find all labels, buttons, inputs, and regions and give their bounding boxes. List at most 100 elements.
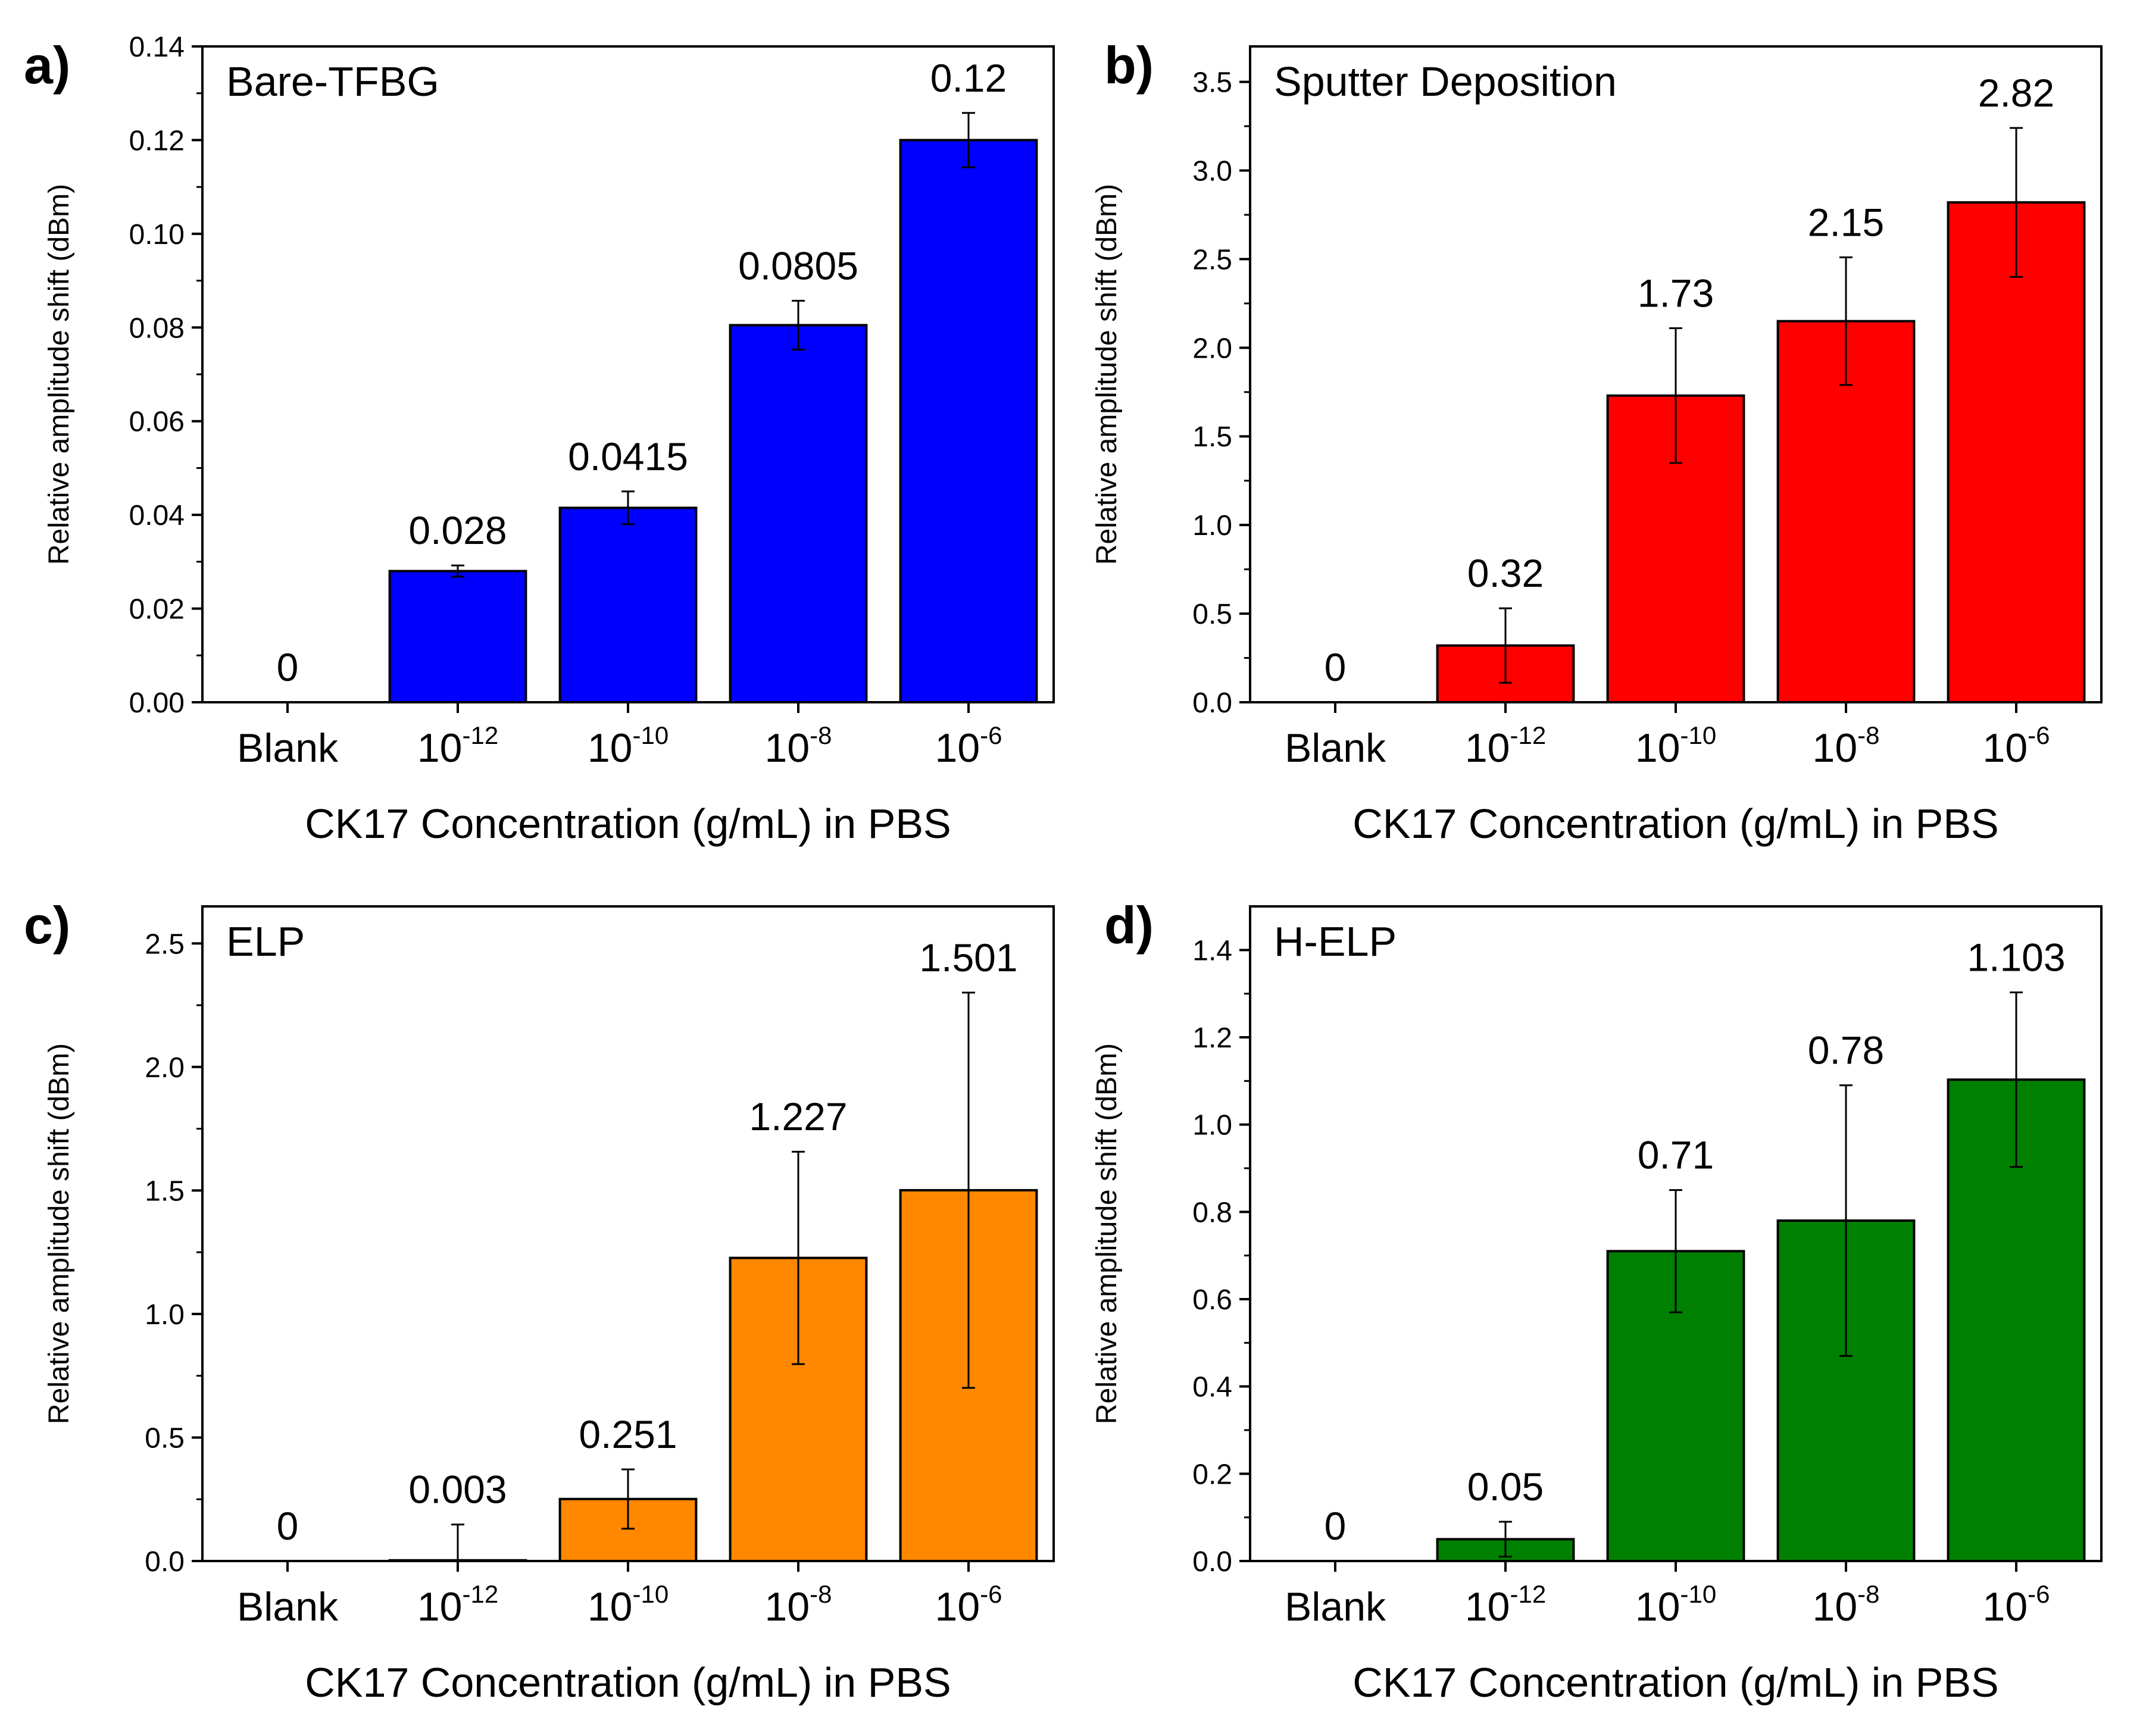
y-tick-label: 0.04	[129, 500, 185, 531]
y-tick-label: 0.06	[129, 406, 185, 438]
x-tick-exponent: -12	[1510, 721, 1546, 749]
y-tick-label: 0.00	[129, 687, 185, 719]
y-tick-label: 2.5	[145, 928, 185, 960]
x-axis-label: CK17 Concentration (g/mL) in PBS	[305, 800, 951, 847]
x-tick-label: 10-8	[1813, 1580, 1880, 1629]
y-tick-label: 0.10	[129, 219, 185, 251]
error-bar	[451, 1524, 464, 1562]
x-axis-label: CK17 Concentration (g/mL) in PBS	[1352, 800, 1999, 847]
panel-letter: a)	[24, 36, 70, 95]
data-label: 1.501	[919, 936, 1017, 980]
x-tick-label: 10-8	[765, 721, 832, 771]
y-tick-label: 0.2	[1192, 1459, 1232, 1490]
x-tick-exponent: -8	[810, 721, 832, 749]
y-axis-label: Relative amplitude shift (dBm)	[43, 1043, 75, 1424]
x-tick-base: 10	[1813, 1584, 1858, 1629]
x-tick-label: 10-10	[1635, 721, 1716, 771]
x-tick-label: 10-6	[935, 1580, 1002, 1629]
x-tick-label: Blank	[1285, 1584, 1386, 1629]
plot-frame	[201, 905, 1055, 1562]
data-label: 0.12	[930, 56, 1007, 100]
x-tick-exponent: -6	[980, 721, 1002, 749]
x-tick-base: 10	[1465, 725, 1510, 771]
plot-frame	[1249, 905, 2103, 1562]
plot-frame	[1249, 45, 2103, 703]
y-tick-label: 0.08	[129, 312, 185, 344]
x-tick-label: 10-6	[935, 721, 1002, 771]
x-tick-base: 10	[765, 1584, 810, 1629]
x-tick-base: Blank	[1285, 725, 1386, 771]
bar	[729, 324, 868, 703]
x-tick-base: 10	[1983, 1584, 2028, 1629]
x-tick-label: 10-12	[1465, 1580, 1546, 1629]
error-bar	[451, 564, 464, 578]
data-label: 0.003	[408, 1468, 507, 1512]
y-tick-label: 3.5	[1192, 67, 1232, 99]
data-label: 0.78	[1808, 1028, 1884, 1072]
x-tick-base: 10	[588, 725, 633, 771]
error-bar	[1499, 607, 1512, 684]
error-bar	[962, 991, 975, 1389]
x-tick-base: 10	[417, 1584, 463, 1629]
x-tick-label: Blank	[237, 725, 339, 771]
bar	[558, 506, 698, 703]
data-label: 0.0415	[568, 434, 688, 478]
x-tick-exponent: -10	[1680, 721, 1716, 749]
x-tick-exponent: -10	[1680, 1580, 1716, 1608]
data-label: 0	[277, 645, 299, 689]
panel-letter: d)	[1104, 896, 1154, 955]
data-label: 0	[277, 1504, 299, 1548]
x-tick-label: 10-8	[1813, 721, 1880, 771]
chart-panel-c: c)0.00.51.01.52.02.50Blank0.00310-120.25…	[24, 896, 1055, 1706]
y-axis-label: Relative amplitude shift (dBm)	[1091, 184, 1123, 565]
y-tick-label: 0.12	[129, 125, 185, 157]
x-tick-label: 10-6	[1983, 721, 2050, 771]
error-bar	[1839, 1084, 1853, 1357]
chart-title: Sputter Deposition	[1274, 58, 1617, 105]
x-tick-exponent: -8	[1857, 721, 1879, 749]
y-tick-label: 1.5	[145, 1175, 185, 1207]
error-bar	[2010, 991, 2023, 1168]
x-tick-base: Blank	[237, 725, 339, 771]
x-tick-exponent: -8	[1857, 1580, 1879, 1608]
x-tick-label: 10-12	[417, 721, 498, 771]
y-tick-label: 0.0	[1192, 1546, 1232, 1578]
error-bar	[1669, 1189, 1682, 1313]
x-tick-exponent: -12	[462, 1580, 498, 1608]
x-tick-base: 10	[765, 725, 810, 771]
x-tick-base: 10	[588, 1584, 633, 1629]
y-tick-label: 2.5	[1192, 244, 1232, 276]
x-tick-label: 10-6	[1983, 1580, 2050, 1629]
chart-title: ELP	[226, 918, 305, 965]
data-label: 0.71	[1638, 1133, 1714, 1177]
error-bar	[621, 1468, 635, 1530]
x-tick-label: Blank	[237, 1584, 339, 1629]
y-tick-label: 0.0	[1192, 687, 1232, 719]
chart-title: Bare-TFBG	[226, 58, 439, 105]
x-tick-exponent: -6	[2028, 721, 2050, 749]
x-tick-label: 10-10	[1635, 1580, 1716, 1629]
x-tick-base: 10	[935, 1584, 980, 1629]
x-tick-label: Blank	[1285, 725, 1386, 771]
x-tick-base: 10	[417, 725, 463, 771]
error-bar	[962, 112, 975, 168]
bar	[1947, 201, 2086, 703]
x-tick-exponent: -10	[632, 1580, 669, 1608]
data-label: 1.103	[1967, 935, 2065, 979]
error-bar	[2010, 127, 2023, 278]
error-bar	[792, 299, 805, 351]
y-tick-label: 0.8	[1192, 1197, 1232, 1228]
data-label: 0	[1325, 1504, 1347, 1548]
x-tick-label: 10-10	[588, 721, 669, 771]
x-tick-label: 10-12	[1465, 721, 1546, 771]
data-label: 2.82	[1978, 71, 2054, 115]
data-label: 0.028	[408, 508, 507, 552]
y-tick-label: 0.02	[129, 594, 185, 625]
x-tick-base: 10	[1465, 1584, 1510, 1629]
x-tick-base: 10	[1813, 725, 1858, 771]
x-tick-label: 10-10	[588, 1580, 669, 1629]
error-bar	[1669, 327, 1682, 464]
error-bar	[621, 490, 635, 526]
y-tick-label: 1.0	[145, 1299, 185, 1331]
y-tick-label: 3.0	[1192, 155, 1232, 187]
